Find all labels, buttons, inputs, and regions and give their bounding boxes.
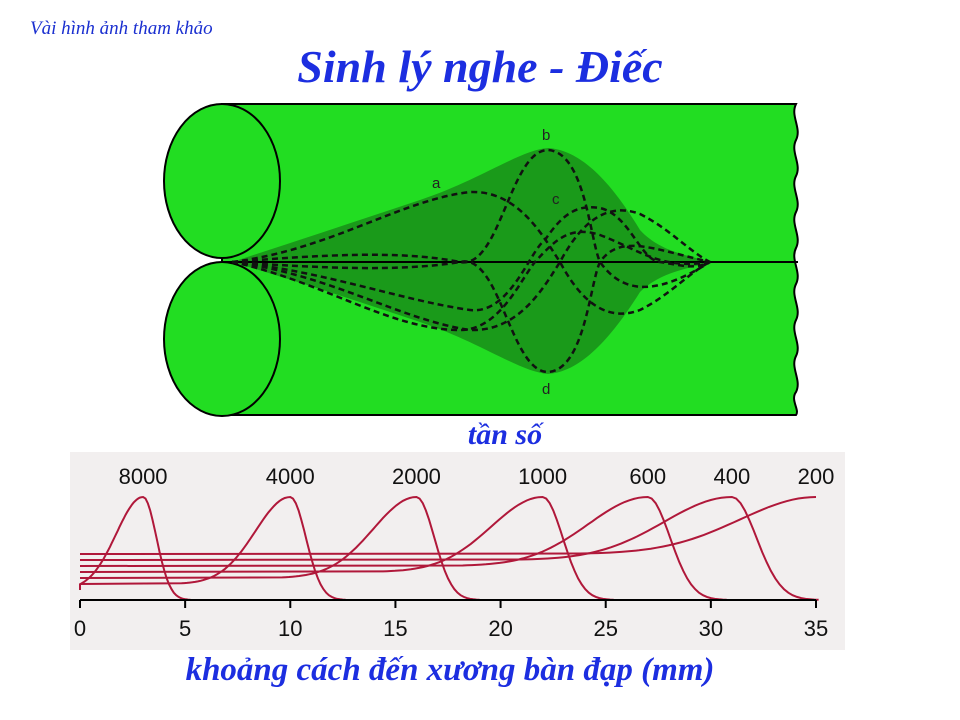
frequency-label: 1000 (518, 464, 567, 489)
x-tick-label: 10 (278, 616, 302, 641)
wave-label-c: c (552, 191, 560, 208)
wave-snapshots (231, 148, 711, 374)
frequency-label: 200 (798, 464, 835, 489)
upper-chamber-end (163, 103, 281, 259)
frequency-label: 600 (629, 464, 666, 489)
reference-caption: Vài hình ảnh tham khảo (30, 18, 213, 39)
frequency-chart: 8000 4000 2000 1000 600 400 200 0 5 10 15 20 25 30 35 (70, 452, 845, 650)
frequency-title: tần số (467, 418, 543, 451)
frequency-curve (79, 496, 817, 555)
basilar-membrane-diagram: a b c d (163, 103, 799, 417)
frequency-labels: 8000 4000 2000 1000 600 400 200 (119, 464, 835, 489)
x-axis-label: khoảng cách đến xương bàn đạp (mm) (185, 652, 715, 688)
wave-snapshot-e (231, 230, 711, 332)
wave-label-b: b (542, 127, 550, 144)
frequency-label: 2000 (392, 464, 441, 489)
frequency-curve (79, 495, 614, 601)
wave-snapshot-a (231, 190, 711, 315)
frequency-label: 400 (714, 464, 751, 489)
frequency-curves (79, 495, 819, 601)
frequency-curve (79, 495, 346, 601)
x-tick-label: 25 (593, 616, 617, 641)
x-tick-label: 35 (804, 616, 828, 641)
x-tick-label: 30 (699, 616, 723, 641)
page-title: Sinh lý nghe - Điếc (297, 41, 663, 92)
frequency-label: 4000 (266, 464, 315, 489)
x-tick-label: 5 (179, 616, 191, 641)
wave-label-a: a (432, 175, 441, 192)
x-axis-ticks: 0 5 10 15 20 25 30 35 (74, 600, 828, 641)
lower-chamber-end (163, 261, 281, 417)
frequency-curve (79, 495, 727, 601)
x-tick-label: 20 (488, 616, 512, 641)
frequency-curve (79, 495, 480, 601)
frequency-curve (79, 495, 819, 601)
wave-snapshot-f (231, 209, 711, 332)
wave-snapshot-d (231, 244, 711, 374)
x-tick-label: 15 (383, 616, 407, 641)
chart-background (70, 452, 845, 650)
wave-label-d: d (542, 381, 550, 398)
frequency-label: 8000 (119, 464, 168, 489)
x-tick-label: 0 (74, 616, 86, 641)
wave-snapshot-b (231, 148, 711, 288)
wave-snapshot-c (231, 206, 711, 312)
